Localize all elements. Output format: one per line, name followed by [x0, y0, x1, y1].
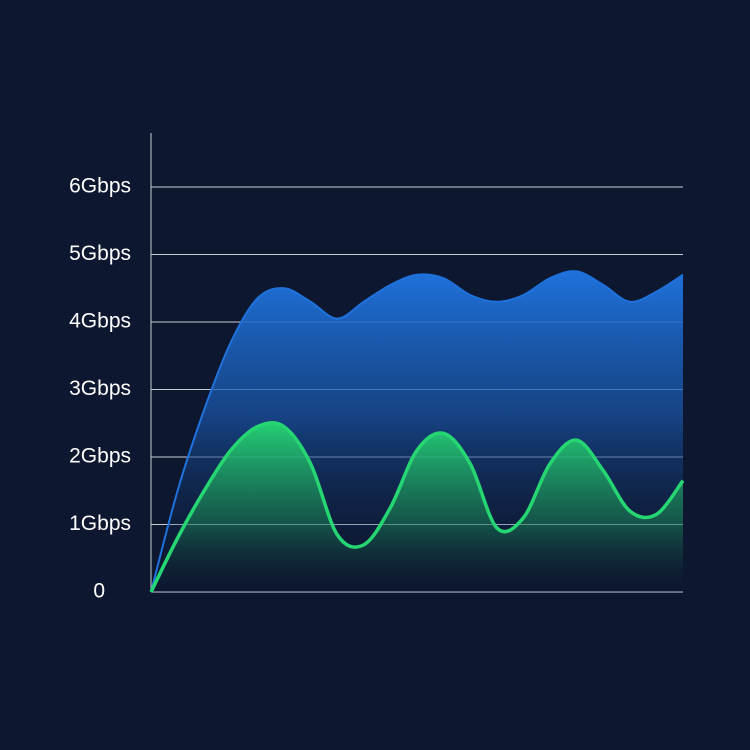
y-tick-label: 4Gbps — [69, 310, 131, 333]
line — [150, 270, 684, 593]
y-tick-label: 3Gbps — [69, 377, 131, 400]
y-tick-label: 0 — [93, 580, 105, 603]
y-tick-label: 5Gbps — [69, 242, 131, 265]
y-tick-label: 2Gbps — [69, 445, 131, 468]
line — [149, 421, 685, 593]
y-tick-label: 6Gbps — [69, 175, 131, 198]
y-tick-label: 1Gbps — [69, 512, 131, 535]
